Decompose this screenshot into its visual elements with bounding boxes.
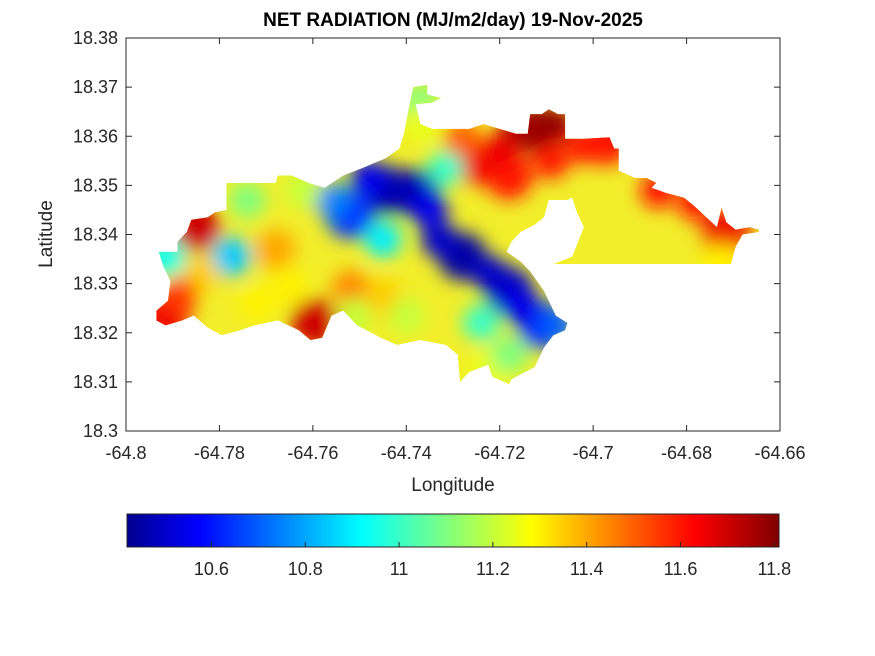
heat-cell	[537, 105, 574, 142]
colorbar-tick-label: 11.8	[757, 559, 791, 579]
heat-cell	[388, 297, 425, 334]
heatmap-layer	[156, 84, 759, 385]
heat-cell	[255, 229, 296, 270]
colorbar-tick-label: 11.4	[570, 559, 604, 579]
heat-cell	[211, 236, 252, 277]
heat-cell	[533, 142, 570, 179]
x-axis-label: Longitude	[411, 475, 494, 496]
heat-cell	[444, 120, 481, 157]
x-tick-label: -64.74	[381, 443, 432, 463]
x-tick-label: -64.66	[754, 443, 805, 463]
heat-cell	[411, 191, 448, 228]
axes: -64.8 -64.78 -64.76 -64.74 -64.72 -64.7 -64.68…	[73, 28, 806, 463]
x-tick-label: -64.68	[661, 443, 712, 463]
colorbar-tick-label: 11	[390, 559, 409, 579]
y-ticks: 18.3 18.31 18.32 18.33 18.34 18.35 18.36 18.37 1…	[73, 28, 780, 441]
x-tick-label: -64.7	[573, 443, 614, 463]
chart-title: NET RADIATION (MJ/m2/day) 19-Nov-2025	[263, 10, 643, 31]
x-tick-label: -64.8	[105, 443, 146, 463]
x-tick-label: -64.76	[287, 443, 338, 463]
colorbar-tick-label: 11.2	[476, 559, 510, 579]
y-tick-label: 18.32	[73, 323, 118, 343]
y-tick-label: 18.36	[73, 126, 118, 146]
heat-cell	[472, 255, 509, 292]
heat-cell	[463, 304, 500, 341]
colorbar-tick-label: 10.8	[288, 559, 323, 579]
y-tick-label: 18.37	[73, 77, 118, 97]
heat-cell	[313, 182, 350, 219]
heat-cell	[364, 221, 401, 258]
y-tick-label: 18.34	[73, 225, 118, 245]
heat-cell	[427, 150, 464, 187]
y-tick-label: 18.38	[73, 28, 118, 48]
y-tick-label: 18.3	[83, 421, 118, 441]
heat-cell	[271, 268, 308, 305]
y-tick-label: 18.31	[73, 372, 118, 392]
heat-cell	[229, 182, 266, 219]
y-axis-label: Latitude	[36, 200, 57, 268]
colorbar-ticks: 10.6 10.8 11 11.2 11.4 11.6 11.8	[194, 542, 791, 579]
y-tick-label: 18.35	[73, 175, 118, 195]
heat-cell	[491, 336, 528, 373]
colorbar: 10.6 10.8 11 11.2 11.4 11.6 11.8	[126, 513, 791, 579]
colorbar-tick-label: 10.6	[194, 559, 229, 579]
y-tick-label: 18.33	[73, 274, 118, 294]
colorbar-gradient	[126, 513, 780, 548]
heat-cell	[481, 132, 518, 169]
heat-cell	[505, 290, 542, 327]
heat-cell	[332, 270, 369, 307]
heat-cell	[420, 221, 457, 258]
x-tick-label: -64.72	[474, 443, 525, 463]
x-tick-label: -64.78	[194, 443, 245, 463]
heat-cell	[161, 277, 198, 314]
heat-cell	[238, 285, 275, 322]
heat-cell	[350, 160, 387, 197]
x-ticks: -64.8 -64.78 -64.76 -64.74 -64.72 -64.7 -64.68…	[105, 38, 806, 463]
colorbar-tick-label: 11.6	[664, 559, 698, 579]
